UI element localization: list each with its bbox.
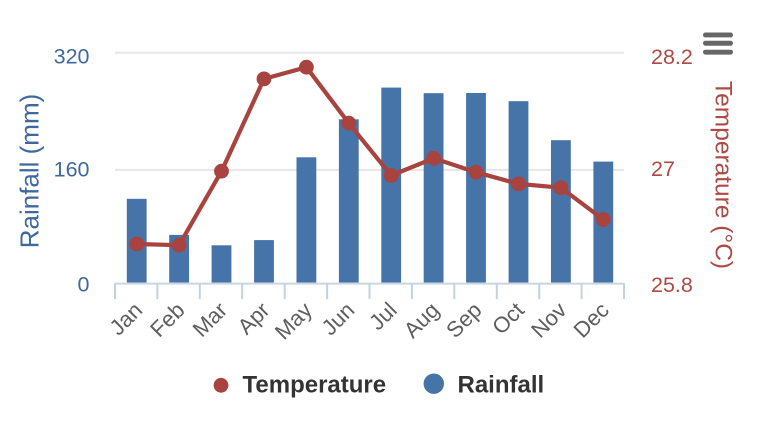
svg-text:27: 27 xyxy=(651,157,675,181)
svg-text:320: 320 xyxy=(54,45,90,69)
svg-text:0: 0 xyxy=(78,273,90,297)
svg-text:Temperature (°C): Temperature (°C) xyxy=(710,81,737,269)
svg-text:Rainfall (mm): Rainfall (mm) xyxy=(15,94,45,249)
svg-text:Temperature: Temperature xyxy=(243,372,387,399)
svg-text:25.8: 25.8 xyxy=(651,273,693,297)
svg-text:Rainfall: Rainfall xyxy=(458,372,545,399)
svg-text:160: 160 xyxy=(54,158,90,182)
svg-text:28.2: 28.2 xyxy=(651,45,693,69)
